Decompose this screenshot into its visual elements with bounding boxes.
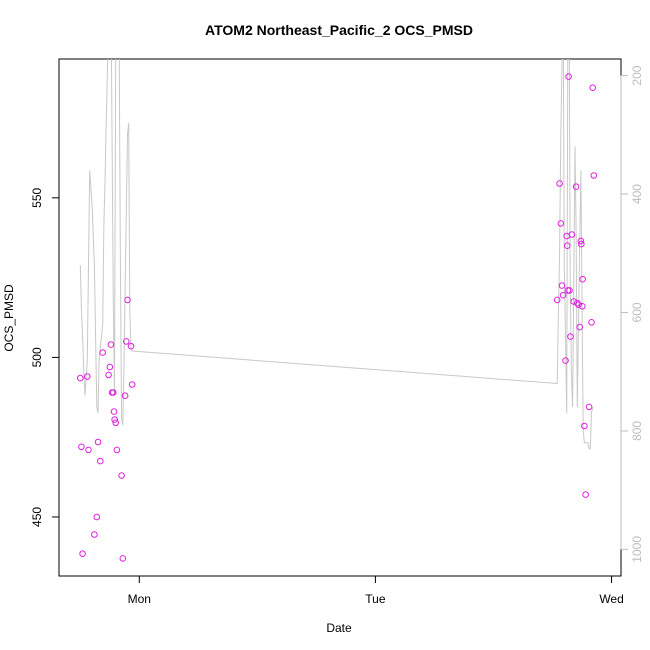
data-point: [559, 291, 567, 299]
right-tick-label: 600: [630, 302, 644, 322]
y-tick-label: 450: [30, 507, 44, 527]
x-axis: Mon Tue Wed: [128, 575, 624, 606]
data-point: [128, 381, 136, 388]
x-tick-label: Tue: [365, 592, 386, 606]
data-point: [579, 303, 586, 310]
x-axis-label: Date: [326, 621, 352, 635]
data-point: [99, 349, 106, 356]
data-point: [94, 438, 102, 446]
data-point: [110, 408, 118, 415]
data-point: [123, 338, 130, 345]
data-point: [557, 220, 565, 227]
data-point: [588, 319, 595, 326]
data-point: [574, 299, 581, 307]
data-point: [111, 416, 118, 423]
x-tick-label: Wed: [599, 592, 623, 606]
data-point: [113, 446, 121, 454]
right-axis: 200 400 600 800 1000: [620, 65, 644, 563]
data-point: [105, 371, 112, 379]
data-point: [124, 296, 131, 304]
data-point: [558, 282, 566, 289]
data-point: [576, 323, 584, 331]
data-point: [127, 342, 135, 350]
data-point: [578, 240, 585, 248]
y-tick-label: 500: [30, 347, 44, 367]
right-axis-line-series: [79, 59, 594, 450]
data-point: [572, 183, 580, 190]
data-point: [589, 84, 597, 91]
y-tick-label: 550: [30, 187, 44, 207]
data-point: [563, 242, 571, 249]
data-point: [112, 419, 119, 427]
data-point: [566, 287, 573, 294]
data-point: [97, 457, 104, 465]
x-tick-label: Mon: [128, 592, 151, 606]
data-point: [106, 363, 114, 371]
data-point: [107, 341, 115, 348]
plot-frame: [58, 58, 622, 577]
data-point: [121, 392, 129, 400]
y-axis: 450 500 550: [30, 187, 60, 527]
data-point: [582, 491, 589, 498]
data-point: [568, 231, 576, 238]
scatter-points: [77, 73, 598, 562]
right-tick-label: 800: [630, 421, 644, 441]
data-point: [565, 73, 572, 80]
data-point: [93, 513, 101, 521]
data-point: [570, 298, 578, 305]
data-point: [79, 550, 86, 558]
data-point: [77, 374, 84, 382]
y-axis-label: OCS_PMSD: [2, 284, 16, 352]
data-point: [581, 422, 588, 430]
data-point: [575, 301, 582, 309]
data-point: [91, 531, 98, 538]
right-tick-label: 200: [630, 65, 644, 85]
data-point: [562, 357, 569, 364]
data-point: [84, 373, 91, 380]
data-point: [585, 403, 593, 411]
right-tick-label: 400: [630, 184, 644, 204]
data-point: [85, 446, 92, 454]
data-point: [119, 555, 127, 562]
data-point: [110, 389, 117, 396]
data-point: [118, 472, 125, 479]
data-point: [78, 443, 85, 451]
data-point: [577, 237, 585, 245]
data-point: [579, 275, 587, 283]
data-point: [590, 172, 598, 179]
gray-line-path: [79, 59, 594, 450]
right-tick-label: 1000: [630, 536, 644, 563]
data-point: [553, 296, 561, 304]
chart-title: ATOM2 Northeast_Pacific_2 OCS_PMSD: [205, 22, 473, 38]
data-point: [567, 333, 574, 340]
data-point: [556, 180, 563, 187]
